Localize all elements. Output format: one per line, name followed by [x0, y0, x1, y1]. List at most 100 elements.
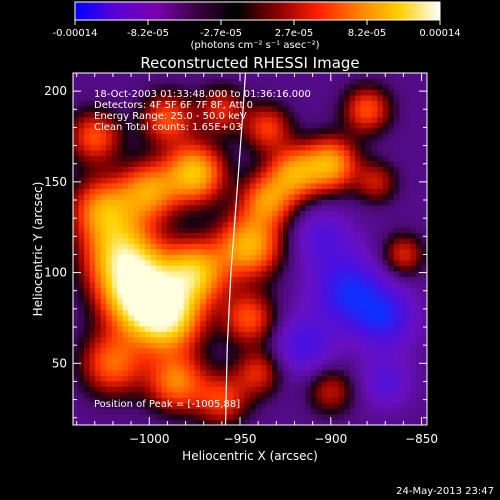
- heatmap-cell: [95, 177, 102, 184]
- heatmap-cell: [261, 326, 267, 332]
- heatmap-cell: [244, 238, 251, 244]
- heatmap-cell: [332, 364, 339, 371]
- heatmap-cell: [89, 106, 96, 112]
- heatmap-cell: [194, 221, 201, 228]
- heatmap-cell: [183, 359, 190, 365]
- heatmap-cell: [272, 392, 279, 398]
- heatmap-cell: [100, 254, 107, 261]
- heatmap-cell: [211, 144, 218, 151]
- heatmap-cell: [89, 166, 96, 173]
- heatmap-cell: [117, 359, 124, 365]
- heatmap-cell: [144, 260, 151, 266]
- heatmap-cell: [399, 315, 406, 321]
- heatmap-cell: [332, 106, 339, 112]
- heatmap-cell: [305, 73, 312, 79]
- heatmap-cell: [172, 221, 179, 228]
- heatmap-cell: [89, 326, 96, 332]
- heatmap-cell: [360, 139, 367, 145]
- heatmap-cell: [233, 243, 240, 250]
- heatmap-cell: [393, 166, 400, 173]
- heatmap-cell: [382, 375, 389, 382]
- heatmap-cell: [238, 359, 245, 365]
- heatmap-cell: [227, 161, 234, 167]
- heatmap-cell: [211, 210, 218, 217]
- heatmap-cell: [122, 326, 129, 332]
- heatmap-cell: [144, 271, 151, 277]
- heatmap-cell: [316, 117, 323, 123]
- heatmap-cell: [89, 419, 96, 425]
- heatmap-cell: [399, 249, 406, 255]
- heatmap-cell: [144, 326, 151, 332]
- heatmap-cell: [277, 73, 284, 79]
- heatmap-cell: [189, 210, 196, 217]
- heatmap-cell: [399, 188, 406, 195]
- heatmap-cell: [283, 117, 290, 123]
- heatmap-cell: [310, 403, 317, 409]
- heatmap-cell: [150, 117, 157, 123]
- heatmap-cell: [355, 199, 362, 206]
- heatmap-cell: [222, 232, 229, 239]
- heatmap-cell: [117, 216, 124, 222]
- heatmap-cell: [377, 326, 384, 332]
- heatmap-cell: [404, 403, 411, 409]
- heatmap-cell: [194, 172, 201, 178]
- heatmap-cell: [233, 315, 240, 321]
- heatmap-cell: [272, 375, 279, 382]
- heatmap-cell: [139, 194, 146, 200]
- heatmap-cell: [294, 150, 301, 156]
- heatmap-cell: [250, 249, 256, 255]
- heatmap-cell: [377, 320, 384, 327]
- heatmap-cell: [238, 392, 245, 398]
- heatmap-cell: [211, 348, 218, 354]
- heatmap-cell: [261, 364, 267, 371]
- heatmap-cell: [144, 304, 151, 310]
- heatmap-cell: [399, 194, 406, 200]
- heatmap-cell: [155, 293, 162, 299]
- heatmap-cell: [205, 271, 212, 277]
- heatmap-cell: [415, 194, 422, 200]
- heatmap-cell: [355, 95, 362, 101]
- heatmap-cell: [178, 177, 185, 184]
- heatmap-cell: [117, 392, 124, 398]
- heatmap-cell: [266, 150, 273, 156]
- heatmap-cell: [189, 243, 196, 250]
- heatmap-cell: [421, 232, 427, 239]
- heatmap-cell: [404, 331, 411, 338]
- heatmap-cell: [161, 271, 168, 277]
- heatmap-cell: [150, 95, 157, 101]
- heatmap-cell: [415, 128, 422, 134]
- heatmap-cell: [161, 326, 168, 332]
- heatmap-cell: [84, 282, 90, 288]
- heatmap-cell: [133, 221, 140, 228]
- heatmap-cell: [255, 386, 262, 393]
- heatmap-cell: [111, 309, 118, 316]
- heatmap-cell: [128, 331, 135, 338]
- heatmap-cell: [211, 315, 218, 321]
- heatmap-cell: [106, 144, 113, 151]
- heatmap-cell: [78, 337, 85, 343]
- heatmap-cell: [89, 221, 96, 228]
- heatmap-cell: [272, 315, 279, 321]
- heatmap-cell: [150, 205, 157, 211]
- heatmap-cell: [111, 133, 118, 140]
- heatmap-cell: [261, 238, 267, 244]
- heatmap-cell: [310, 265, 317, 272]
- heatmap-cell: [205, 342, 212, 349]
- heatmap-cell: [399, 419, 406, 425]
- heatmap-cell: [349, 375, 356, 382]
- heatmap-cell: [266, 386, 273, 393]
- heatmap-cell: [89, 139, 96, 145]
- heatmap-cell: [404, 260, 411, 266]
- heatmap-cell: [155, 348, 162, 354]
- heatmap-cell: [250, 238, 256, 244]
- heatmap-cell: [360, 282, 367, 288]
- heatmap-cell: [161, 249, 168, 255]
- heatmap-cell: [250, 260, 256, 266]
- heatmap-cell: [316, 128, 323, 134]
- heatmap-cell: [89, 128, 96, 134]
- heatmap-cell: [250, 243, 256, 250]
- heatmap-cell: [255, 199, 262, 206]
- heatmap-cell: [189, 414, 196, 420]
- heatmap-cell: [261, 210, 267, 217]
- heatmap-cell: [399, 276, 406, 283]
